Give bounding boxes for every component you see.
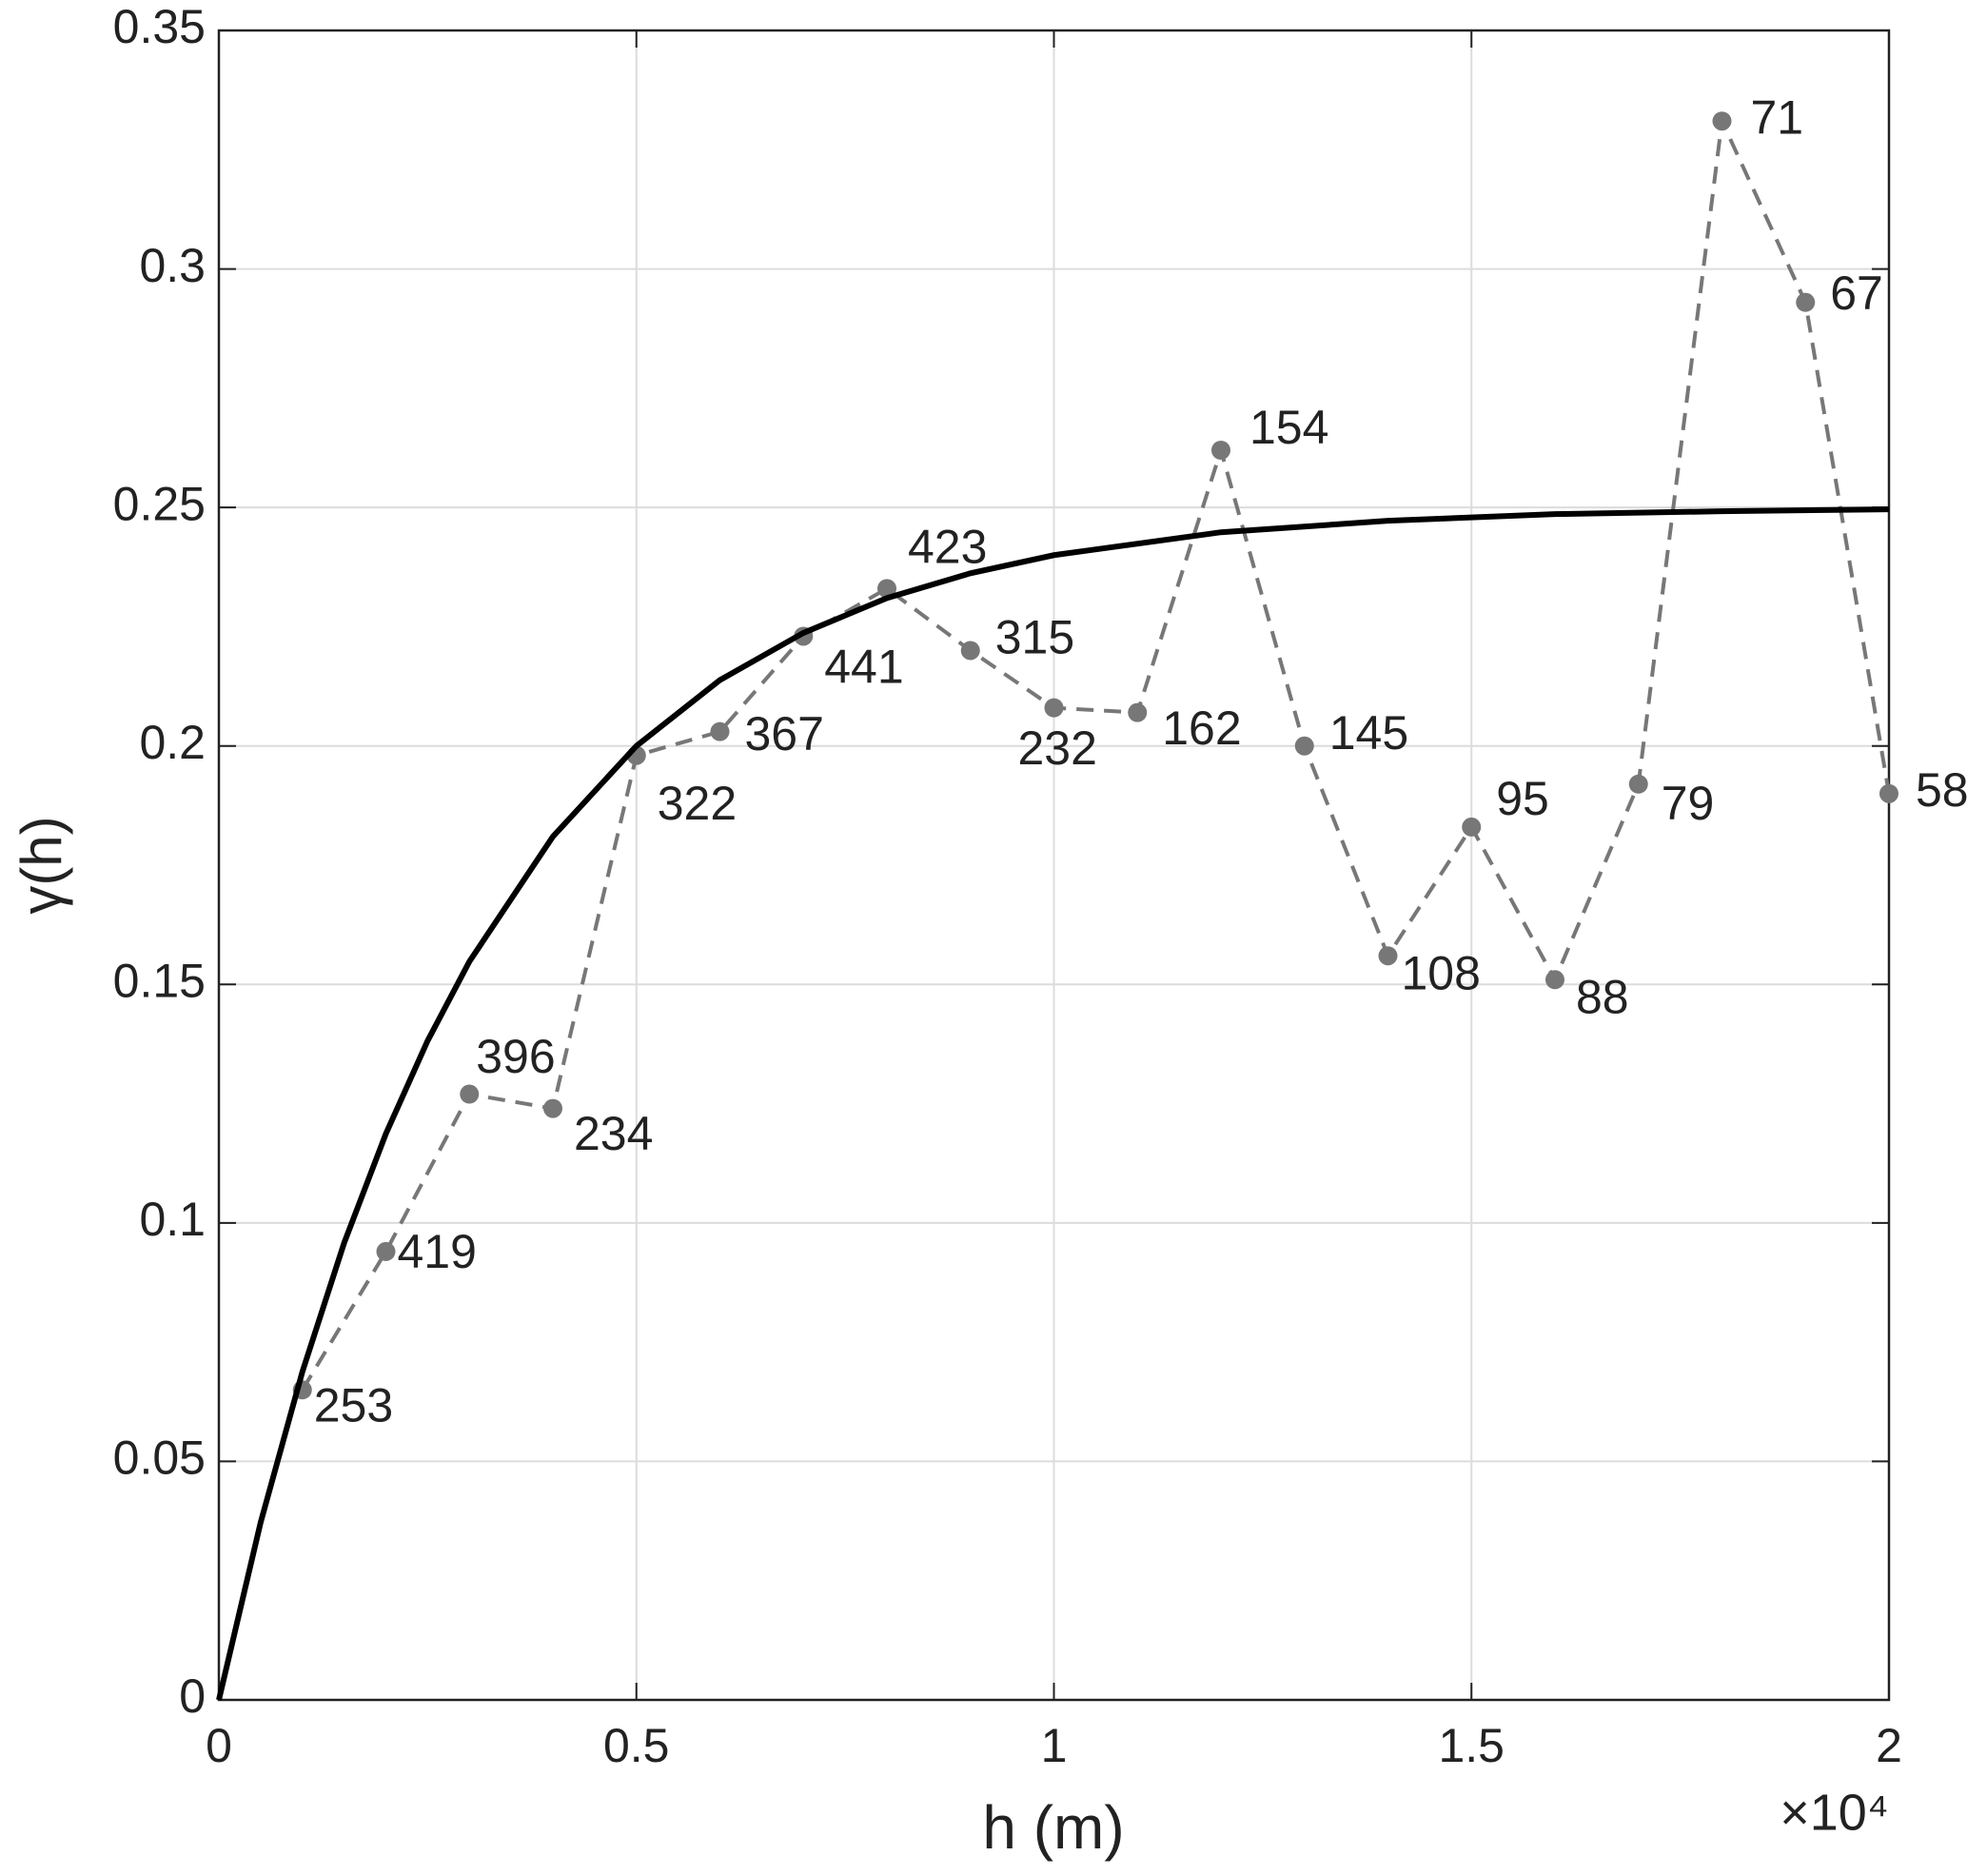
data-point [877,579,896,599]
data-point [960,641,980,661]
data-point [543,1098,562,1118]
x-axis-label: h (m) [982,1793,1124,1862]
y-axis-label: γ(h) [10,816,73,914]
data-point [1628,774,1648,794]
y-tick-label: 0.3 [139,239,206,292]
point-label: 315 [995,611,1074,664]
data-point [460,1084,480,1104]
data-point [1712,111,1732,131]
data-point [1879,783,1898,803]
data-point [1128,702,1148,722]
x-tick-label: 0 [206,1719,232,1772]
data-point [1294,736,1314,756]
point-label: 71 [1751,90,1804,144]
y-tick-label: 0.1 [139,1193,206,1246]
y-tick-label: 0 [179,1669,206,1723]
point-label: 253 [314,1378,393,1432]
point-label: 441 [824,641,903,694]
data-point [1462,817,1482,837]
data-point [1545,970,1564,990]
point-label: 58 [1916,763,1967,817]
point-label: 419 [398,1225,477,1278]
plot-frame [217,29,1891,1702]
point-label: 367 [745,707,824,760]
x-tick-label: 1.5 [1438,1719,1505,1772]
data-point [710,721,730,741]
point-label: 79 [1662,777,1715,830]
model-curve [216,506,1890,1701]
point-label: 396 [476,1030,555,1083]
point-label: 88 [1576,970,1629,1023]
x-tick-label: 0.5 [603,1719,670,1772]
x-tick-label: 1 [1041,1719,1068,1772]
point-label: 108 [1402,946,1481,999]
data-point [1211,441,1230,461]
data-point [1796,292,1816,312]
point-label: 423 [908,521,987,574]
point-label: 154 [1249,401,1328,454]
point-label: 67 [1830,267,1883,320]
y-tick-label: 0.25 [113,477,206,530]
data-point [376,1241,396,1261]
x-multiplier: ×10⁴ [1780,1784,1889,1841]
data-point [1044,698,1064,718]
point-label: 95 [1496,772,1549,825]
point-label: 322 [658,777,737,830]
data-point [1378,946,1398,966]
y-tick-label: 0.2 [139,716,206,769]
point-label: 234 [574,1107,653,1160]
point-label: 145 [1329,706,1408,760]
y-tick-label: 0.05 [113,1432,206,1485]
observed-line [301,114,1891,1392]
y-tick-label: 0.35 [113,0,206,53]
point-label: 162 [1162,701,1241,755]
x-tick-label: 2 [1876,1719,1902,1772]
point-label: 232 [1018,721,1097,775]
y-tick-label: 0.15 [113,954,206,1007]
